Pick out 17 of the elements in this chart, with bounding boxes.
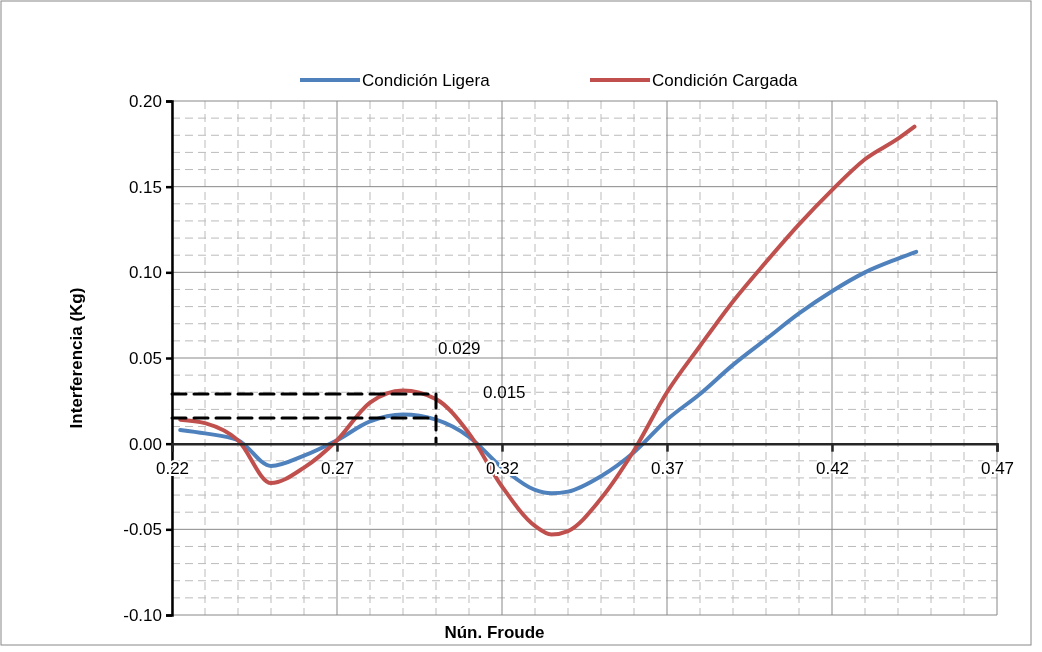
legend-label: Condición Ligera <box>362 70 491 90</box>
x-axis-title: Nún. Froude <box>444 623 545 642</box>
y-tick-label: 0.15 <box>128 177 162 197</box>
y-tick-label: 0.20 <box>128 91 162 111</box>
y-tick-label: 0.10 <box>128 263 162 283</box>
y-axis-title: Interferencia (Kg) <box>67 287 86 429</box>
annotation: 0.015 <box>483 382 526 402</box>
x-tick-label: 0.47 <box>980 458 1015 478</box>
annotation: 0.029 <box>438 338 481 358</box>
x-tick-label: 0.27 <box>320 458 355 478</box>
y-tick-label: 0.00 <box>128 434 162 454</box>
y-tick-label: -0.05 <box>123 520 162 540</box>
y-tick-label: 0.05 <box>128 348 162 368</box>
legend-label: Condición Cargada <box>652 70 799 90</box>
x-tick-label: 0.42 <box>815 458 850 478</box>
x-tick-label: 0.37 <box>650 458 685 478</box>
y-tick-label: -0.10 <box>123 605 162 625</box>
